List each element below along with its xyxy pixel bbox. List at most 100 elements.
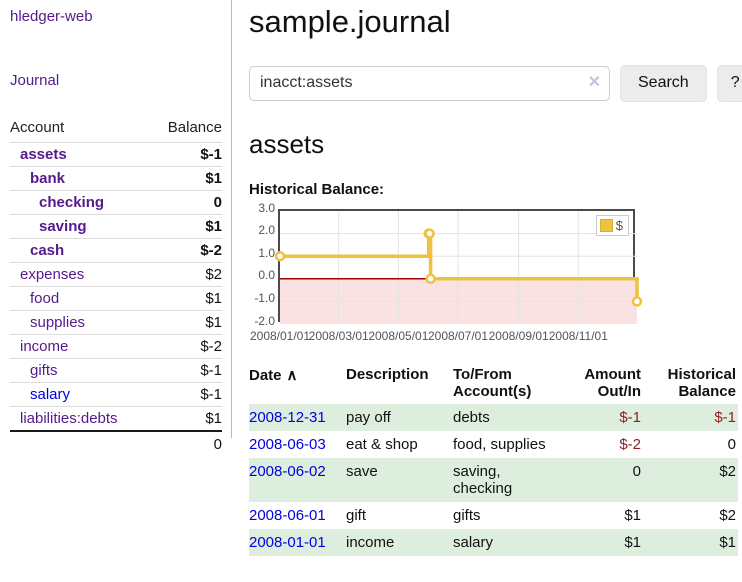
account-row: checking 0 xyxy=(10,190,222,215)
transaction-amount: $-1 xyxy=(558,403,643,431)
transaction-accounts: salary xyxy=(453,528,558,556)
account-balance: $2 xyxy=(205,266,222,283)
account-link[interactable]: saving xyxy=(39,218,87,235)
account-link[interactable]: liabilities:debts xyxy=(20,410,118,427)
legend-swatch-icon xyxy=(599,218,613,232)
account-row: expenses $2 xyxy=(10,262,222,287)
transaction-description: pay off xyxy=(346,403,453,431)
transaction-description: gift xyxy=(346,506,367,524)
page-title: sample.journal xyxy=(249,4,451,39)
col-description: Description xyxy=(346,365,429,383)
chart-title: Historical Balance: xyxy=(249,180,385,198)
account-link[interactable]: cash xyxy=(30,242,65,259)
x-tick-label: 2008/11/01 xyxy=(548,328,608,343)
balance-chart: 3.0 2.0 1.0 0.0 -1.0 -2.0 $ 2008/01/01 2008/03… xyxy=(249,201,669,347)
account-balance: $1 xyxy=(205,170,222,187)
x-tick-label: 2008/05/01 xyxy=(368,328,429,343)
sidebar: hledger-web Journal Account Balance asse… xyxy=(0,0,232,453)
transaction-date-link[interactable]: 2008-01-01 xyxy=(249,533,326,551)
x-tick-label: 2008/09/01 xyxy=(488,328,549,343)
register-row: 2008-06-03 eat & shop food, supplies $-2… xyxy=(249,431,738,458)
search-input[interactable] xyxy=(249,65,610,101)
account-link[interactable]: expenses xyxy=(20,266,85,283)
help-button[interactable]: ? xyxy=(716,64,742,102)
register-table: Date ∧ Description To/From Account(s) Amo… xyxy=(249,364,738,556)
account-link[interactable]: assets xyxy=(20,146,67,163)
account-link[interactable]: salary xyxy=(30,386,71,403)
chart-legend: $ xyxy=(595,214,629,236)
accounts-table: Account Balance assets $-1 bank $1 check… xyxy=(10,116,222,457)
account-row: income $-2 xyxy=(10,334,222,359)
transaction-description: save xyxy=(346,457,453,502)
transaction-amount: $1 xyxy=(624,506,641,524)
main-content: sample.journal ✕ Search ? assets Histori… xyxy=(232,0,742,556)
register-row: 2008-01-01 income salary $1 $1 xyxy=(249,528,738,556)
account-balance: $-1 xyxy=(200,362,222,379)
transaction-description: eat & shop xyxy=(346,435,418,453)
data-point xyxy=(424,227,435,239)
journal-link[interactable]: Journal xyxy=(10,72,60,89)
y-tick-label: 0.0 xyxy=(258,268,275,283)
register-row: 2008-06-02 save saving, checking 0 $2 xyxy=(249,457,738,502)
app-title-link[interactable]: hledger-web xyxy=(10,8,93,25)
col-accounts: To/From Account(s) xyxy=(453,365,532,400)
transaction-balance: $-1 xyxy=(643,403,738,431)
transaction-balance: $2 xyxy=(643,457,738,502)
transaction-accounts: gifts xyxy=(453,506,481,524)
accounts-header-row: Account Balance xyxy=(10,116,222,143)
account-row: saving $1 xyxy=(10,214,222,239)
account-balance: $-2 xyxy=(200,338,222,355)
account-row: assets $-1 xyxy=(10,142,222,167)
accounts-col-account: Account xyxy=(10,119,65,136)
transaction-balance: $2 xyxy=(719,506,736,524)
transaction-amount: $1 xyxy=(558,528,643,556)
account-link[interactable]: checking xyxy=(39,194,105,211)
register-row: 2008-06-01 gift gifts $1 $2 xyxy=(249,502,738,529)
account-link[interactable]: supplies xyxy=(30,314,86,331)
chart-canvas xyxy=(274,210,643,324)
account-row: salary $-1 xyxy=(10,382,222,407)
legend-label: $ xyxy=(615,217,623,233)
y-tick-label: -2.0 xyxy=(254,313,275,328)
account-balance: $1 xyxy=(205,410,222,427)
account-link[interactable]: bank xyxy=(30,170,66,187)
y-tick-label: -1.0 xyxy=(254,291,275,306)
account-balance: $-1 xyxy=(200,146,222,163)
account-row: supplies $1 xyxy=(10,310,222,335)
account-balance: $-2 xyxy=(200,242,222,259)
transaction-accounts: saving, checking xyxy=(453,457,558,502)
account-link[interactable]: gifts xyxy=(30,362,58,379)
y-tick-label: 2.0 xyxy=(258,223,275,238)
accounts-total-row: 0 xyxy=(10,431,222,457)
clear-search-icon[interactable]: ✕ xyxy=(587,73,601,91)
transaction-balance: 0 xyxy=(727,435,736,453)
data-point xyxy=(425,273,436,284)
account-link[interactable]: food xyxy=(30,290,60,307)
register-row: 2008-12-31 pay off debts $-1 $-1 xyxy=(249,403,738,431)
account-row: gifts $-1 xyxy=(10,358,222,383)
accounts-col-balance: Balance xyxy=(167,119,222,136)
x-tick-label: 2008/01/01 xyxy=(249,328,311,343)
account-balance: $-1 xyxy=(200,386,222,403)
account-row: cash $-2 xyxy=(10,238,222,263)
col-date[interactable]: Date ∧ xyxy=(249,366,298,384)
account-balance: $1 xyxy=(205,290,222,307)
col-balance: Historical Balance xyxy=(667,365,736,400)
y-tick-label: 1.0 xyxy=(258,245,275,260)
transaction-date-link[interactable]: 2008-06-02 xyxy=(249,462,326,480)
y-tick-label: 3.0 xyxy=(258,200,275,215)
register-header-row: Date ∧ Description To/From Account(s) Amo… xyxy=(249,364,738,404)
account-row: liabilities:debts $1 xyxy=(10,406,222,432)
transaction-date-link[interactable]: 2008-06-03 xyxy=(249,435,326,453)
page: hledger-web Journal Account Balance asse… xyxy=(0,0,742,556)
account-balance: $1 xyxy=(205,218,222,235)
account-link[interactable]: income xyxy=(20,338,69,355)
transaction-date-link[interactable]: 2008-12-31 xyxy=(249,408,326,426)
search-button[interactable]: Search xyxy=(620,64,707,102)
account-row: food $1 xyxy=(10,286,222,311)
transaction-accounts: food, supplies xyxy=(453,435,546,453)
transaction-date-link[interactable]: 2008-06-01 xyxy=(249,506,326,524)
sort-asc-icon: ∧ xyxy=(286,366,298,384)
journal-nav: Journal xyxy=(10,72,222,89)
data-point xyxy=(274,250,286,262)
